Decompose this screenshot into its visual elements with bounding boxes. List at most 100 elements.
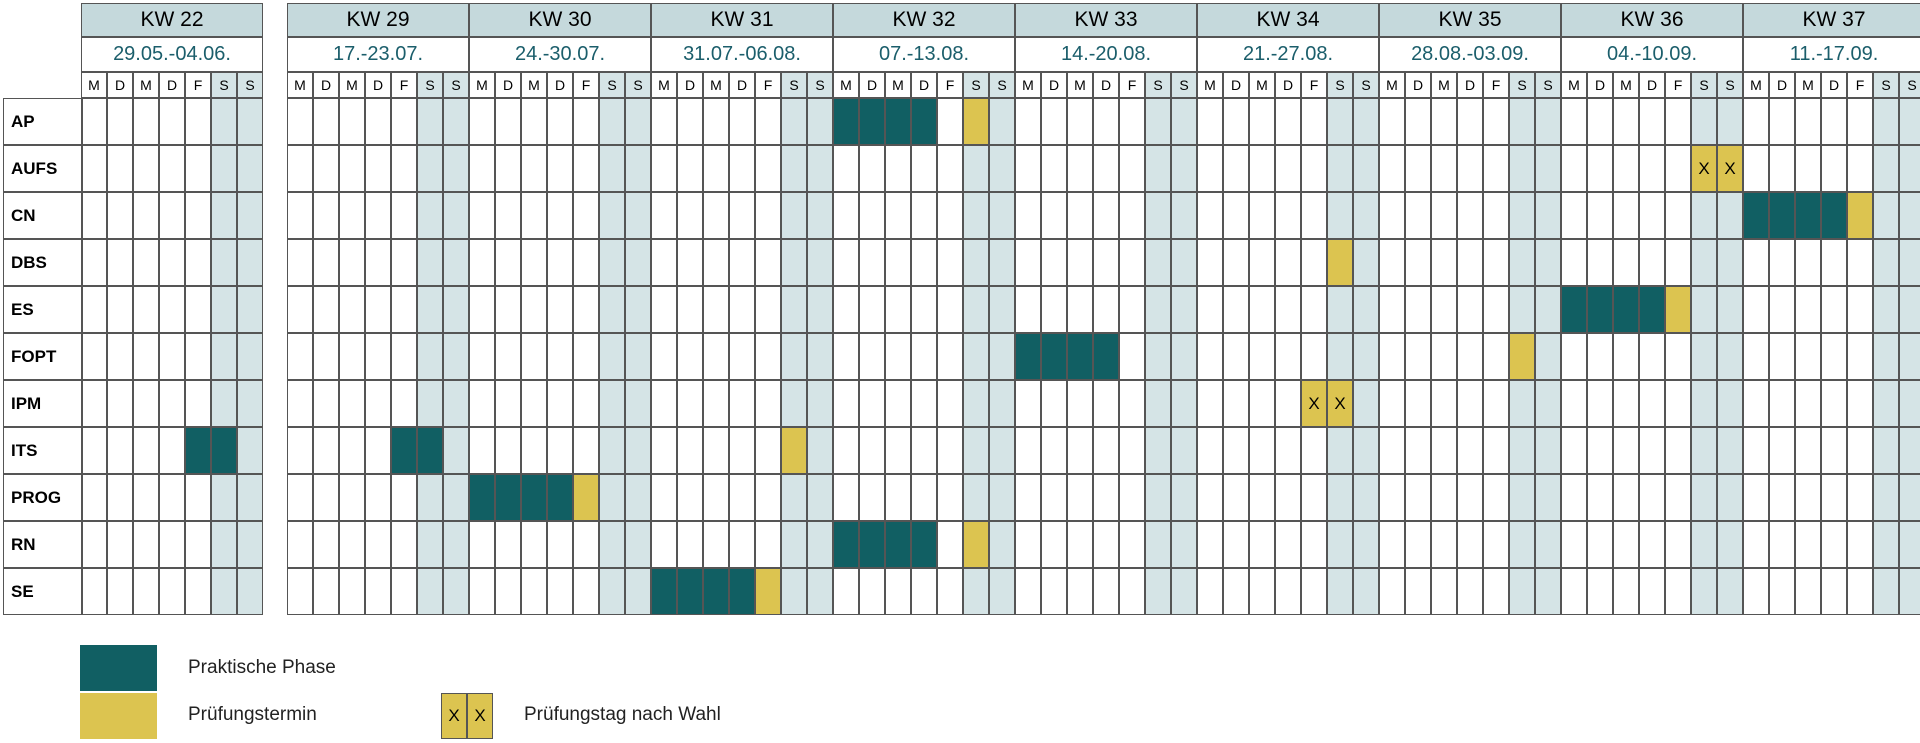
pruefungstag-wahl-cell: X [1301, 380, 1327, 427]
day-cell [833, 568, 859, 615]
day-header: M [1795, 72, 1821, 98]
day-cell [1093, 474, 1119, 521]
day-cell [963, 380, 989, 427]
day-cell [1535, 192, 1561, 239]
day-cell [1483, 145, 1509, 192]
day-cell [1769, 333, 1795, 380]
day-cell [1743, 427, 1769, 474]
day-cell [1561, 333, 1587, 380]
day-cell [807, 98, 833, 145]
day-cell [443, 333, 469, 380]
day-cell [287, 474, 313, 521]
day-cell [755, 333, 781, 380]
day-cell [339, 239, 365, 286]
day-cell [1275, 145, 1301, 192]
day-cell [391, 145, 417, 192]
day-cell [937, 568, 963, 615]
day-cell [313, 568, 339, 615]
day-cell [521, 192, 547, 239]
day-cell [1847, 98, 1873, 145]
day-cell [1483, 98, 1509, 145]
day-cell [573, 333, 599, 380]
day-cell [469, 521, 495, 568]
day-cell [1171, 568, 1197, 615]
day-cell [1691, 568, 1717, 615]
day-cell [495, 192, 521, 239]
day-cell [1873, 568, 1899, 615]
day-header: D [729, 72, 755, 98]
day-cell [1223, 98, 1249, 145]
day-cell [237, 192, 263, 239]
day-cell [1379, 239, 1405, 286]
day-cell [1509, 98, 1535, 145]
day-cell [1431, 98, 1457, 145]
day-cell [313, 380, 339, 427]
day-cell [1249, 239, 1275, 286]
day-cell [573, 568, 599, 615]
day-cell [729, 521, 755, 568]
day-cell [807, 380, 833, 427]
day-cell [807, 521, 833, 568]
day-cell [1509, 239, 1535, 286]
day-header: F [1665, 72, 1691, 98]
day-cell [1067, 192, 1093, 239]
day-cell [937, 286, 963, 333]
day-cell [1353, 427, 1379, 474]
module-label: CN [3, 192, 83, 239]
day-cell [1561, 568, 1587, 615]
day-cell [1093, 380, 1119, 427]
legend-x-mark: X [441, 693, 467, 739]
day-cell [989, 521, 1015, 568]
day-cell [1353, 568, 1379, 615]
pruefungstermin-cell [963, 521, 989, 568]
day-cell [185, 192, 211, 239]
week-header: KW 33 [1015, 3, 1197, 37]
day-cell [1093, 286, 1119, 333]
day-cell [1275, 568, 1301, 615]
day-cell [1639, 145, 1665, 192]
day-header: D [107, 72, 133, 98]
day-cell [1899, 521, 1920, 568]
day-cell [81, 474, 107, 521]
day-cell [1067, 380, 1093, 427]
praktische-phase-cell [185, 427, 211, 474]
day-cell [1717, 98, 1743, 145]
day-cell [1691, 474, 1717, 521]
day-cell [1847, 333, 1873, 380]
module-label: FOPT [3, 333, 83, 380]
day-cell [1353, 474, 1379, 521]
day-cell [573, 239, 599, 286]
day-cell [989, 568, 1015, 615]
day-cell [1327, 145, 1353, 192]
day-cell [1431, 145, 1457, 192]
praktische-phase-cell [911, 98, 937, 145]
day-cell [1067, 521, 1093, 568]
day-cell [185, 145, 211, 192]
day-cell [81, 427, 107, 474]
day-cell [599, 192, 625, 239]
week-header: KW 35 [1379, 3, 1561, 37]
day-cell [677, 192, 703, 239]
day-cell [963, 239, 989, 286]
day-cell [1873, 474, 1899, 521]
day-header: F [185, 72, 211, 98]
day-cell [1067, 239, 1093, 286]
day-cell [1587, 98, 1613, 145]
day-cell [1769, 286, 1795, 333]
day-cell [885, 474, 911, 521]
week-header: KW 32 [833, 3, 1015, 37]
day-cell [1483, 286, 1509, 333]
day-cell [1873, 333, 1899, 380]
day-cell [1691, 427, 1717, 474]
day-cell [81, 568, 107, 615]
day-cell [573, 145, 599, 192]
day-cell [573, 521, 599, 568]
day-cell [1223, 427, 1249, 474]
module-label: PROG [3, 474, 83, 521]
day-cell [1353, 239, 1379, 286]
day-cell [417, 98, 443, 145]
day-cell [1275, 380, 1301, 427]
week-header: KW 31 [651, 3, 833, 37]
day-cell [417, 192, 443, 239]
day-cell [1457, 568, 1483, 615]
